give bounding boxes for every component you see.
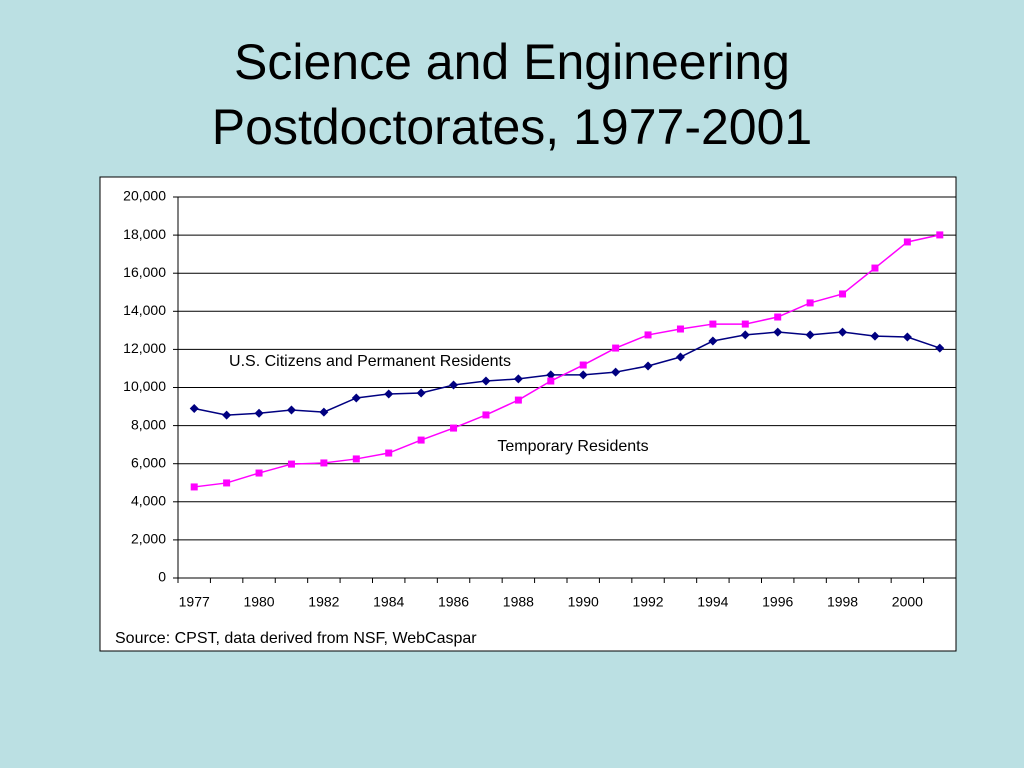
data-point [773, 327, 783, 337]
data-point [774, 313, 782, 321]
data-point [709, 320, 717, 328]
x-tick-label: 1977 [179, 594, 210, 610]
x-tick-label: 1996 [762, 594, 793, 610]
data-point [482, 411, 490, 419]
x-tick-label: 1992 [632, 594, 663, 610]
data-point [385, 449, 393, 457]
data-point [870, 331, 880, 341]
data-point [223, 479, 231, 487]
y-tick-label: 10,000 [123, 378, 166, 394]
data-point [547, 377, 555, 385]
data-point [708, 336, 718, 346]
x-tick-label: 2000 [892, 594, 923, 610]
y-tick-label: 2,000 [131, 531, 166, 547]
data-point [644, 331, 652, 339]
x-tick-label: 1982 [308, 594, 339, 610]
x-tick-label: 1986 [438, 594, 469, 610]
data-point [902, 332, 912, 342]
data-point [740, 330, 750, 340]
data-point [352, 455, 360, 463]
y-tick-label: 20,000 [123, 188, 166, 204]
data-point [579, 361, 587, 369]
data-point [384, 389, 394, 399]
data-point [319, 407, 329, 417]
data-point [449, 380, 459, 390]
data-point [741, 320, 749, 328]
data-point [416, 388, 426, 398]
y-tick-label: 0 [158, 569, 166, 585]
data-point [513, 374, 523, 384]
data-point [611, 367, 621, 377]
chart-title: Postdoctorates, 1977-2001 [212, 99, 812, 155]
data-point [546, 370, 556, 380]
data-point [871, 264, 879, 272]
data-point [417, 436, 425, 444]
series-line [194, 234, 940, 488]
data-point [481, 376, 491, 386]
chart-title: Science and Engineering [234, 34, 790, 90]
x-tick-label: 1988 [503, 594, 534, 610]
data-point [643, 361, 653, 371]
data-point [578, 370, 588, 380]
y-tick-label: 4,000 [131, 493, 166, 509]
y-tick-label: 16,000 [123, 264, 166, 280]
data-point [676, 325, 684, 333]
data-point [351, 393, 361, 403]
y-tick-label: 12,000 [123, 340, 166, 356]
data-point [254, 408, 264, 418]
x-tick-label: 1990 [568, 594, 599, 610]
data-point [936, 231, 944, 239]
y-tick-label: 18,000 [123, 226, 166, 242]
data-point [903, 238, 911, 246]
data-point [839, 290, 847, 298]
x-tick-label: 1994 [697, 594, 728, 610]
data-point [935, 343, 945, 353]
data-point [320, 459, 328, 467]
x-tick-label: 1984 [373, 594, 404, 610]
data-point [806, 299, 814, 307]
source-note: Source: CPST, data derived from NSF, Web… [115, 630, 477, 647]
data-point [287, 460, 295, 468]
y-tick-label: 14,000 [123, 302, 166, 318]
data-point [514, 396, 522, 404]
series-label: Temporary Residents [497, 438, 648, 455]
series-line [194, 331, 941, 416]
data-point [255, 469, 263, 477]
data-point [190, 483, 198, 491]
x-tick-label: 1998 [827, 594, 858, 610]
data-point [189, 403, 199, 413]
data-point [838, 327, 848, 337]
data-point [222, 410, 232, 420]
x-tick-label: 1980 [243, 594, 274, 610]
data-point [612, 344, 620, 352]
series-label: U.S. Citizens and Permanent Residents [229, 353, 511, 370]
data-point [805, 330, 815, 340]
data-point [286, 405, 296, 415]
data-point [450, 424, 458, 432]
y-tick-label: 8,000 [131, 416, 166, 432]
y-tick-label: 6,000 [131, 454, 166, 470]
data-point [675, 352, 685, 362]
